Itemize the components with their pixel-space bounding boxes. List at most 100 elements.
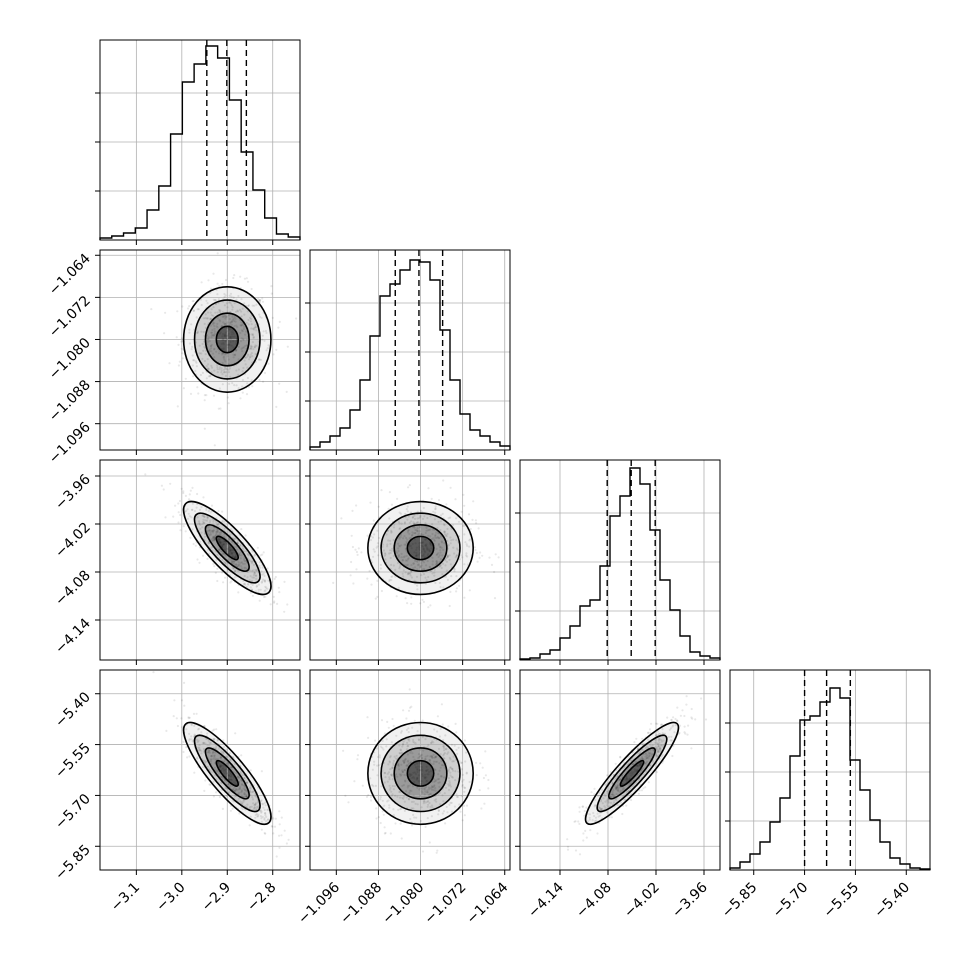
scatter-point	[477, 527, 480, 530]
scatter-point	[613, 794, 616, 797]
scatter-point	[429, 805, 432, 809]
scatter-point	[275, 348, 278, 351]
scatter-point	[658, 746, 661, 749]
scatter-point	[204, 313, 207, 316]
scatter-point	[243, 562, 246, 565]
scatter-point	[437, 793, 440, 796]
scatter-point	[216, 326, 219, 329]
scatter-point	[259, 299, 262, 302]
contour-level-3	[380, 512, 461, 584]
scatter-point	[180, 487, 183, 490]
scatter-point	[581, 805, 584, 808]
scatter-point	[222, 348, 225, 351]
scatter-point	[241, 794, 244, 797]
scatter-point	[214, 571, 217, 574]
scatter-point	[405, 508, 408, 511]
scatter-point	[192, 375, 195, 378]
scatter-point	[369, 777, 372, 780]
scatter-point	[423, 515, 426, 518]
scatter-point	[223, 304, 226, 307]
scatter-point	[435, 800, 438, 803]
scatter-point	[430, 497, 433, 500]
scatter-point	[254, 324, 257, 327]
scatter-point	[235, 348, 238, 351]
scatter-point	[433, 780, 436, 783]
x-tick-label: −5.55	[821, 880, 863, 922]
scatter-point	[227, 343, 230, 346]
scatter-point	[609, 796, 613, 799]
scatter-point	[204, 761, 207, 764]
scatter-point	[209, 760, 213, 763]
scatter-point	[394, 757, 397, 760]
scatter-point	[421, 769, 424, 772]
scatter-point	[217, 407, 220, 410]
scatter-point	[246, 382, 249, 385]
scatter-point	[635, 769, 638, 772]
scatter-point	[385, 745, 388, 748]
scatter-point	[418, 769, 421, 772]
scatter-point	[481, 554, 484, 557]
scatter-point	[417, 780, 420, 783]
scatter-point	[199, 523, 202, 526]
scatter-point	[403, 521, 407, 524]
scatter-point	[388, 806, 391, 809]
scatter-point	[242, 794, 245, 797]
scatter-point	[239, 557, 242, 560]
scatter-point	[192, 542, 195, 546]
scatter-point	[429, 542, 432, 545]
scatter-point	[444, 564, 447, 567]
scatter-point	[233, 786, 236, 789]
scatter-point	[406, 764, 409, 767]
scatter-point	[444, 575, 448, 578]
scatter-point	[273, 825, 277, 828]
scatter-point	[229, 772, 232, 775]
scatter-point	[449, 758, 452, 761]
scatter-point	[212, 536, 215, 540]
scatter-point	[451, 767, 454, 771]
scatter-point	[386, 780, 389, 783]
scatter-point	[232, 567, 236, 570]
scatter-point	[412, 813, 415, 817]
scatter-point	[234, 794, 237, 798]
scatter-point	[251, 576, 254, 579]
scatter-point	[231, 315, 234, 318]
scatter-point	[427, 606, 430, 609]
scatter-point	[360, 551, 363, 554]
scatter-point	[218, 387, 221, 390]
scatter-point	[404, 597, 407, 600]
scatter-point	[451, 760, 454, 763]
scatter-point	[635, 737, 638, 740]
scatter-point	[390, 503, 394, 506]
scatter-point	[207, 510, 210, 513]
scatter-point	[186, 307, 190, 310]
scatter-point	[215, 728, 218, 731]
scatter-point	[212, 757, 215, 760]
scatter-point	[595, 819, 598, 822]
scatter-point	[201, 765, 205, 769]
scatter-point	[261, 802, 264, 805]
scatter-point	[410, 571, 413, 574]
scatter-point	[416, 777, 419, 781]
scatter-point	[377, 755, 380, 759]
scatter-point	[169, 482, 172, 485]
scatter-point	[415, 522, 418, 525]
scatter-point	[405, 564, 408, 567]
scatter-point	[420, 533, 423, 536]
scatter-point	[255, 806, 259, 809]
scatter-point	[392, 788, 395, 791]
scatter-point	[410, 602, 413, 605]
scatter-point	[376, 764, 379, 767]
scatter-point	[441, 764, 444, 767]
scatter-point	[597, 806, 600, 809]
scatter-point	[373, 550, 376, 553]
scatter-point	[213, 766, 216, 769]
scatter-point	[458, 584, 461, 587]
scatter-point	[431, 806, 434, 809]
x-tick-label: −1.088	[337, 880, 385, 928]
scatter-point	[429, 792, 432, 796]
scatter-point	[408, 537, 411, 540]
line-layer	[95, 39, 931, 875]
scatter-point	[246, 310, 249, 313]
scatter-point	[433, 785, 436, 788]
scatter-point	[210, 336, 213, 339]
